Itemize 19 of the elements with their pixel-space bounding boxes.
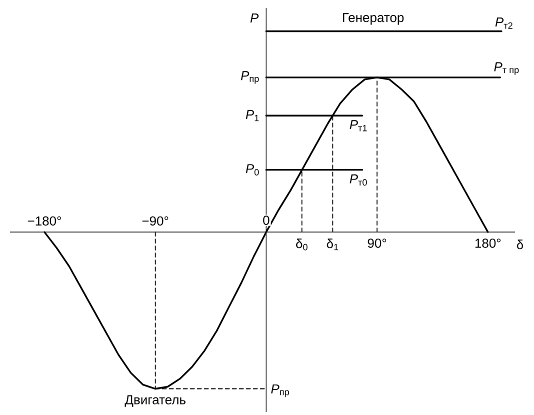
x-tick-label: 90° [368,238,386,248]
y-axis-title: P [250,14,259,22]
x-axis-title: δ [516,240,524,250]
series-label: $\textit{P}_{\text{т1}}$ [350,120,367,132]
annotation: P$_{1}$ [246,110,259,122]
series-label: $\textit{P}_{\text{т пр}}$ [494,62,519,75]
annotation: Генератор [342,13,404,25]
x-tick-label: 180° [475,238,501,248]
annotation: Двигатель [124,395,186,407]
x2-tick-label: 0 [263,216,270,225]
annotation: P$_{пр}$ [240,71,259,84]
annotation: P$_{пр}$ [271,384,289,398]
annotation: P$_{0}$ [246,164,259,176]
annotation: δ$_{1}$ [326,238,338,250]
x2-tick-label: −180° [28,216,61,226]
annotation: δ$_{0}$ [296,238,308,250]
series-label: $\textit{P}_{\text{т2}}$ [495,18,512,29]
series-label: $\textit{P}_{\text{т0}}$ [350,174,367,186]
x2-tick-label: −90° [142,216,168,226]
